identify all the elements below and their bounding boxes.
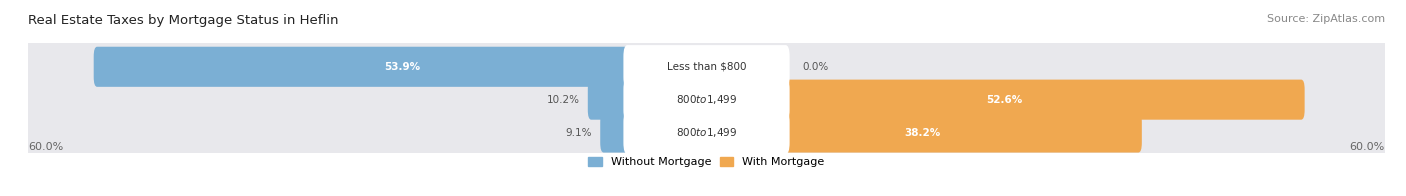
Legend: Without Mortgage, With Mortgage: Without Mortgage, With Mortgage [583,152,830,172]
FancyBboxPatch shape [4,99,1406,166]
Text: 9.1%: 9.1% [565,128,592,138]
FancyBboxPatch shape [703,80,1305,120]
Text: 60.0%: 60.0% [28,142,63,152]
FancyBboxPatch shape [94,47,710,87]
Text: 0.0%: 0.0% [803,62,830,72]
FancyBboxPatch shape [600,113,710,152]
Text: 53.9%: 53.9% [384,62,420,72]
FancyBboxPatch shape [623,78,790,121]
Text: Less than $800: Less than $800 [666,62,747,72]
Text: 38.2%: 38.2% [904,128,941,138]
Text: Real Estate Taxes by Mortgage Status in Heflin: Real Estate Taxes by Mortgage Status in … [28,14,339,27]
Text: $800 to $1,499: $800 to $1,499 [676,126,737,139]
Text: 10.2%: 10.2% [547,95,579,105]
Text: $800 to $1,499: $800 to $1,499 [676,93,737,106]
Text: 60.0%: 60.0% [1350,142,1385,152]
FancyBboxPatch shape [623,111,790,154]
FancyBboxPatch shape [4,34,1406,100]
Text: 52.6%: 52.6% [986,95,1022,105]
FancyBboxPatch shape [623,45,790,88]
FancyBboxPatch shape [703,113,1142,152]
FancyBboxPatch shape [588,80,710,120]
Text: Source: ZipAtlas.com: Source: ZipAtlas.com [1267,14,1385,24]
FancyBboxPatch shape [4,66,1406,133]
